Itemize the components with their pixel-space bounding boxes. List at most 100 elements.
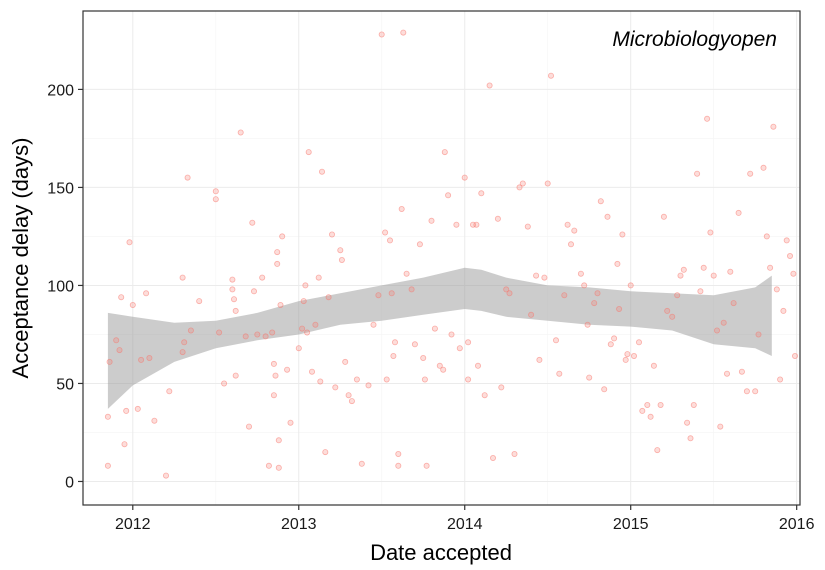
y-tick-label: 0 (65, 474, 74, 491)
data-point (134, 405, 141, 412)
data-point (229, 276, 236, 283)
data-point (386, 237, 393, 244)
data-point (179, 274, 186, 281)
data-point (571, 227, 578, 234)
data-point (431, 325, 438, 332)
data-point (129, 301, 136, 308)
data-point (353, 376, 360, 383)
data-point (383, 376, 390, 383)
data-point (755, 331, 762, 338)
data-point (187, 327, 194, 334)
data-point (584, 321, 591, 328)
data-point (556, 370, 563, 377)
data-point (494, 215, 501, 222)
data-point (274, 249, 281, 256)
data-point (337, 247, 344, 254)
data-point (398, 205, 405, 212)
data-point (486, 82, 493, 89)
data-point (619, 231, 626, 238)
data-point (694, 170, 701, 177)
data-point (358, 460, 365, 467)
data-point (118, 294, 125, 301)
confidence-band (107, 267, 772, 409)
data-point (524, 223, 531, 230)
data-point (181, 339, 188, 346)
data-point (660, 213, 667, 220)
confidence-band-layer (107, 267, 772, 409)
data-point (591, 300, 598, 307)
data-point (533, 272, 540, 279)
data-point (270, 360, 277, 367)
data-point (604, 213, 611, 220)
data-point (644, 401, 651, 408)
y-axis-title: Acceptance delay (days) (8, 138, 33, 379)
data-point (166, 388, 173, 395)
data-point (272, 372, 279, 379)
data-point (295, 345, 302, 352)
data-point (720, 319, 727, 326)
data-point (461, 174, 468, 181)
data-point (760, 164, 767, 171)
minor-gridlines (83, 11, 800, 505)
data-point (162, 472, 169, 479)
data-point (216, 329, 223, 336)
major-gridlines (83, 11, 800, 505)
y-tick-label: 200 (47, 82, 74, 99)
data-point (724, 370, 731, 377)
data-point (783, 237, 790, 244)
data-point (342, 358, 349, 365)
data-point (614, 260, 621, 267)
data-point (254, 331, 261, 338)
data-point (743, 388, 750, 395)
data-point (408, 286, 415, 293)
data-point (773, 286, 780, 293)
panel-label: Microbiologyopen (612, 28, 777, 51)
data-point (126, 239, 133, 246)
data-point (516, 184, 523, 191)
data-point (684, 419, 691, 426)
data-point (259, 274, 266, 281)
data-point (302, 282, 309, 289)
data-point (704, 115, 711, 122)
data-point (597, 198, 604, 205)
data-point (528, 311, 535, 318)
data-point (441, 149, 448, 156)
data-point (275, 437, 282, 444)
data-point (138, 356, 145, 363)
data-point (262, 333, 269, 340)
data-point (561, 292, 568, 299)
data-point (121, 441, 128, 448)
data-point (104, 413, 111, 420)
data-point (639, 407, 646, 414)
data-point (212, 188, 219, 195)
data-point (664, 307, 671, 314)
data-point (627, 282, 634, 289)
data-point (370, 321, 377, 328)
x-tick-label: 2013 (281, 516, 317, 533)
data-point (400, 29, 407, 36)
data-point (325, 294, 332, 301)
data-point (519, 180, 526, 187)
data-point (700, 264, 707, 271)
data-point (232, 372, 239, 379)
data-point (113, 337, 120, 344)
data-point (481, 392, 488, 399)
data-points-layer (104, 29, 799, 479)
data-point (416, 241, 423, 248)
data-point (680, 266, 687, 273)
data-point (710, 272, 717, 279)
data-point (382, 229, 389, 236)
data-point (391, 339, 398, 346)
data-point (229, 286, 236, 293)
data-point (607, 341, 614, 348)
data-point (237, 129, 244, 136)
data-point (730, 300, 737, 307)
data-point (511, 450, 518, 457)
data-point (564, 221, 571, 228)
data-point (305, 149, 312, 156)
data-point (489, 454, 496, 461)
data-point (421, 376, 428, 383)
data-point (179, 349, 186, 356)
y-tick-label: 50 (56, 376, 74, 393)
data-point (345, 392, 352, 399)
